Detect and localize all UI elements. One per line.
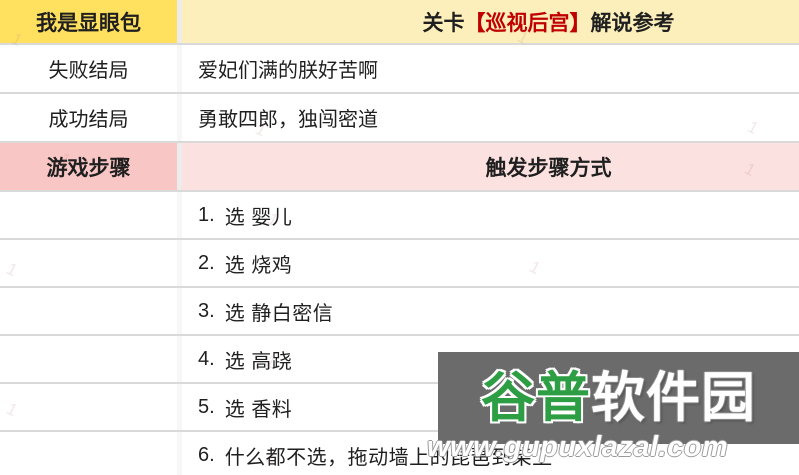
site-logo-white-text: 软件园 xyxy=(591,368,756,428)
step-6-text: 什么都不选，拖动墙上的琵琶到柴上 xyxy=(224,446,553,469)
success-ending-row: 成功结局 勇敢四郎，独闯密道 xyxy=(0,94,799,143)
step-row-5: 5. 选 香料 xyxy=(0,384,799,432)
step-left-empty xyxy=(0,192,177,238)
success-ending-label: 成功结局 xyxy=(48,109,129,131)
step-row-6: 6. 什么都不选，拖动墙上的琵琶到柴上 xyxy=(0,432,799,475)
column-divider xyxy=(177,94,182,141)
step-left-empty xyxy=(0,384,177,430)
step-5-number: 5. xyxy=(198,395,215,418)
column-divider xyxy=(177,240,182,286)
step-3-number: 3. xyxy=(198,299,215,322)
steps-header-row: 游戏步骤 触发步骤方式 xyxy=(0,143,799,192)
step-5-text: 选 香料 xyxy=(224,398,293,421)
column-divider xyxy=(177,192,182,238)
column-divider xyxy=(177,288,182,334)
steps-header-title: 触发步骤方式 xyxy=(182,143,799,190)
column-divider xyxy=(177,384,182,430)
column-divider xyxy=(177,45,182,92)
site-url-text: www.gupuxlazal.com xyxy=(427,431,729,463)
column-divider xyxy=(177,0,182,43)
step-1-number: 1. xyxy=(198,203,215,226)
site-logo: 谷普软件园 xyxy=(481,371,756,425)
site-logo-green-text: 谷普 xyxy=(481,368,591,428)
success-ending-text: 勇敢四郎，独闯密道 xyxy=(198,109,378,131)
step-4-text: 选 高跷 xyxy=(224,350,293,373)
step-left-empty xyxy=(0,240,177,286)
step-left-empty xyxy=(0,432,177,475)
step-4: 4. 选 高跷 xyxy=(182,336,799,382)
step-1-text: 选 婴儿 xyxy=(224,206,293,229)
step-4-number: 4. xyxy=(198,347,215,370)
column-divider xyxy=(177,432,182,475)
step-row-1: 1. 选 婴儿 xyxy=(0,192,799,240)
column-divider xyxy=(177,336,182,382)
fail-ending-row: 失败结局 爱妃们满的朕好苦啊 xyxy=(0,45,799,94)
step-row-4: 4. 选 高跷 xyxy=(0,336,799,384)
level-title-prefix: 关卡 xyxy=(422,11,465,35)
step-3-text: 选 静白密信 xyxy=(224,302,334,325)
level-title: 关卡 【巡视后宫】 解说参考 xyxy=(182,0,799,43)
step-2: 2. 选 烧鸡 xyxy=(182,240,799,286)
series-title: 我是显眼包 xyxy=(0,0,177,43)
step-left-empty xyxy=(0,336,177,382)
step-row-3: 3. 选 静白密信 xyxy=(0,288,799,336)
title-row: 我是显眼包 关卡 【巡视后宫】 解说参考 xyxy=(0,0,799,45)
site-watermark: 谷普软件园 xyxy=(438,352,799,444)
step-6-number: 6. xyxy=(198,443,215,466)
step-5: 5. 选 香料 xyxy=(182,384,799,430)
level-title-suffix: 解说参考 xyxy=(590,11,675,35)
step-row-2: 2. 选 烧鸡 xyxy=(0,240,799,288)
step-3: 3. 选 静白密信 xyxy=(182,288,799,334)
step-2-number: 2. xyxy=(198,251,215,274)
steps-header-label: 游戏步骤 xyxy=(0,143,177,190)
step-6: 6. 什么都不选，拖动墙上的琵琶到柴上 xyxy=(182,432,799,475)
step-2-text: 选 烧鸡 xyxy=(224,254,293,277)
level-name-highlight: 【巡视后宫】 xyxy=(464,11,591,35)
fail-ending-text: 爱妃们满的朕好苦啊 xyxy=(198,60,378,82)
column-divider xyxy=(177,143,182,190)
step-1: 1. 选 婴儿 xyxy=(182,192,799,238)
fail-ending-label: 失败结局 xyxy=(48,60,129,82)
step-left-empty xyxy=(0,288,177,334)
